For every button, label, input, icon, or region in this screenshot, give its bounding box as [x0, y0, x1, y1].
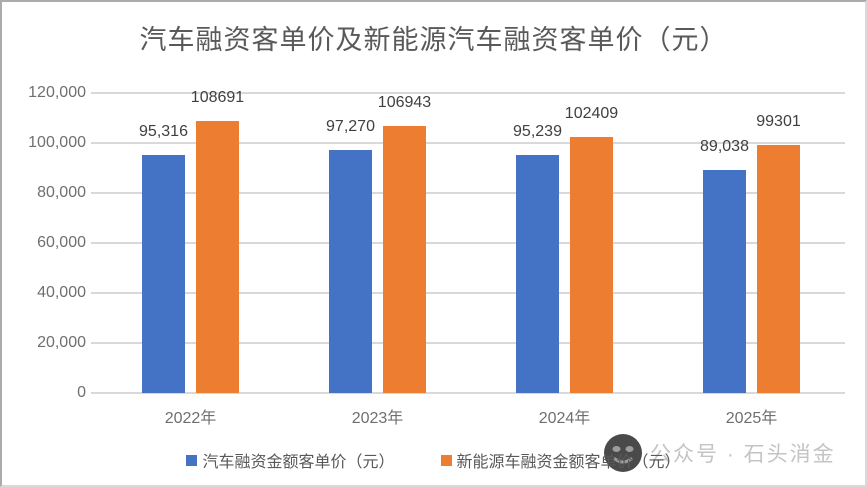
y-axis-labels: 120,000 100,000 80,000 60,000 40,000 20,000 0 [2, 84, 86, 401]
legend-marker-icon [440, 454, 452, 466]
watermark: 公众号 · 石头消金 [604, 434, 836, 472]
gridline [91, 92, 845, 94]
data-label: 106943 [377, 93, 432, 111]
bar: 102409 [565, 105, 618, 393]
x-tick-label: 2023年 [351, 410, 404, 427]
legend-label: 汽车融资金额客单价（元） [202, 454, 395, 471]
gridline [91, 342, 845, 344]
data-label: 89,038 [700, 138, 749, 156]
legend-marker-icon [186, 454, 198, 466]
bar: 95,239 [513, 123, 562, 393]
bar-group-2024年: 95,239 102409 [471, 93, 658, 393]
legend: 汽车融资金额客单价（元） 新能源车融资金额客单价（元） [2, 448, 865, 472]
data-label: 95,316 [139, 122, 188, 140]
bar: 89,038 [700, 138, 749, 393]
gridline [91, 242, 845, 244]
legend-label: 新能源车融资金额客单价（元） [456, 454, 681, 471]
y-tick-label: 80,000 [37, 184, 86, 201]
data-label: 99301 [756, 112, 801, 130]
chart-title: 汽车融资客单价及新能源汽车融资客单价（元） [139, 25, 728, 55]
bar: 99301 [756, 113, 801, 393]
x-axis-labels: 2022年 2023年 2024年 2025年 [97, 404, 845, 428]
bar-group-2023年: 97,270 106943 [284, 93, 471, 393]
x-tick-label: 2025年 [725, 410, 778, 427]
x-tick-label: 2022年 [164, 410, 217, 427]
watermark-text: 公众号 · 石头消金 [650, 443, 836, 466]
y-tick-label: 120,000 [28, 84, 86, 101]
bar-group-2022年: 95,316 108691 [97, 89, 284, 393]
y-tick-label: 100,000 [28, 134, 86, 151]
data-label: 108691 [190, 89, 245, 107]
bar-groups: 95,316 108691 97,270 106943 95,239 102409 89,0… [97, 89, 845, 393]
data-label: 102409 [564, 105, 619, 122]
gridline [91, 192, 845, 194]
gridline [91, 392, 845, 394]
y-tick-label: 60,000 [37, 234, 86, 251]
bar: 97,270 [326, 118, 375, 393]
y-tick-label: 20,000 [37, 334, 86, 351]
data-label: 97,270 [326, 117, 375, 135]
watermark-logo-icon [604, 434, 642, 472]
data-label: 95,239 [513, 122, 562, 140]
bar: 106943 [378, 94, 431, 393]
gridline [91, 142, 845, 144]
plot-area: 95,316 108691 97,270 106943 95,239 102409 89,0… [91, 89, 845, 394]
x-tick-label: 2024年 [538, 410, 591, 427]
bar-group-2025年: 89,038 99301 [658, 93, 845, 393]
legend-item: 汽车融资金额客单价（元） [186, 448, 395, 472]
gridline [91, 292, 845, 294]
bar: 108691 [191, 89, 244, 393]
y-tick-label: 40,000 [37, 284, 86, 301]
bar: 95,316 [139, 123, 188, 393]
legend-item: 新能源车融资金额客单价（元） [440, 448, 681, 472]
y-tick-label: 0 [77, 384, 86, 401]
